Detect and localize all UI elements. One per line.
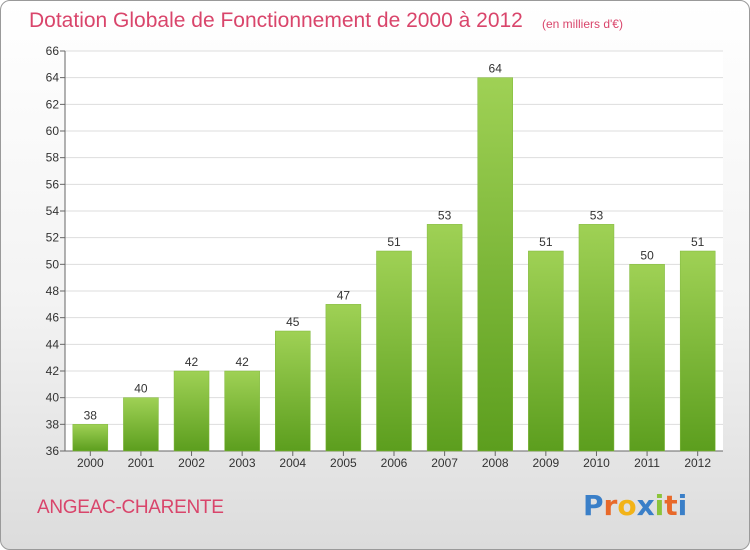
x-tick-label: 2002 [178, 456, 205, 470]
x-tick-label: 2012 [684, 456, 711, 470]
x-tick-label: 2009 [532, 456, 559, 470]
y-tick-label: 48 [46, 284, 60, 298]
value-label: 64 [489, 62, 503, 76]
x-tick-label: 2004 [279, 456, 306, 470]
value-label: 51 [387, 235, 401, 249]
bar-2010 [578, 224, 615, 452]
x-tick-label: 2007 [431, 456, 458, 470]
value-label: 53 [438, 208, 452, 222]
value-label: 53 [590, 208, 604, 222]
y-tick-label: 40 [46, 391, 60, 405]
value-label: 40 [134, 382, 148, 396]
bar-2003 [224, 370, 260, 452]
y-tick-label: 46 [46, 311, 60, 325]
y-tick-label: 38 [46, 417, 60, 431]
y-tick-label: 64 [46, 71, 60, 85]
bar-2004 [275, 330, 311, 452]
value-label: 51 [539, 235, 553, 249]
value-label: 38 [84, 408, 98, 422]
value-label: 42 [185, 355, 199, 369]
x-tick-label: 2011 [634, 456, 660, 470]
bar-2006 [376, 250, 412, 452]
bar-2005 [325, 304, 362, 452]
value-label: 51 [691, 235, 705, 249]
y-tick-label: 50 [46, 257, 60, 271]
x-tick-label: 2010 [583, 456, 610, 470]
y-tick-label: 62 [46, 97, 60, 111]
x-tick-label: 2003 [229, 456, 256, 470]
chart-title: Dotation Globale de Fonctionnement de 20… [29, 9, 523, 32]
y-tick-label: 56 [46, 177, 60, 191]
value-label: 42 [235, 355, 249, 369]
bar-2007 [426, 224, 463, 452]
x-tick-label: 2000 [77, 456, 104, 470]
x-tick-label: 2005 [330, 456, 357, 470]
y-tick-label: 54 [46, 204, 60, 218]
value-label: 50 [640, 248, 654, 262]
value-label: 45 [286, 315, 300, 329]
y-tick-label: 66 [46, 44, 60, 58]
x-tick-label: 2008 [482, 456, 509, 470]
y-tick-label: 58 [46, 151, 60, 165]
bar-2000 [72, 424, 109, 452]
bar-2009 [528, 250, 564, 452]
commune-name: ANGEAC-CHARENTE [37, 497, 224, 518]
value-label: 47 [337, 288, 351, 302]
y-tick-label: 42 [46, 364, 60, 378]
x-tick-label: 2001 [128, 456, 155, 470]
bar-2011 [629, 264, 665, 452]
y-tick-label: 36 [46, 444, 60, 458]
bar-2008 [477, 77, 513, 452]
y-tick-label: 52 [46, 231, 60, 245]
x-tick-label: 2006 [381, 456, 408, 470]
bar-2002 [173, 370, 210, 452]
bar-2012 [679, 250, 716, 452]
bar-2001 [123, 397, 159, 452]
y-tick-label: 60 [46, 124, 60, 138]
chart-unit: (en milliers d'€) [542, 17, 623, 31]
y-tick-label: 44 [46, 337, 60, 351]
proxiti-logo[interactable]: Proxiti [583, 489, 688, 522]
